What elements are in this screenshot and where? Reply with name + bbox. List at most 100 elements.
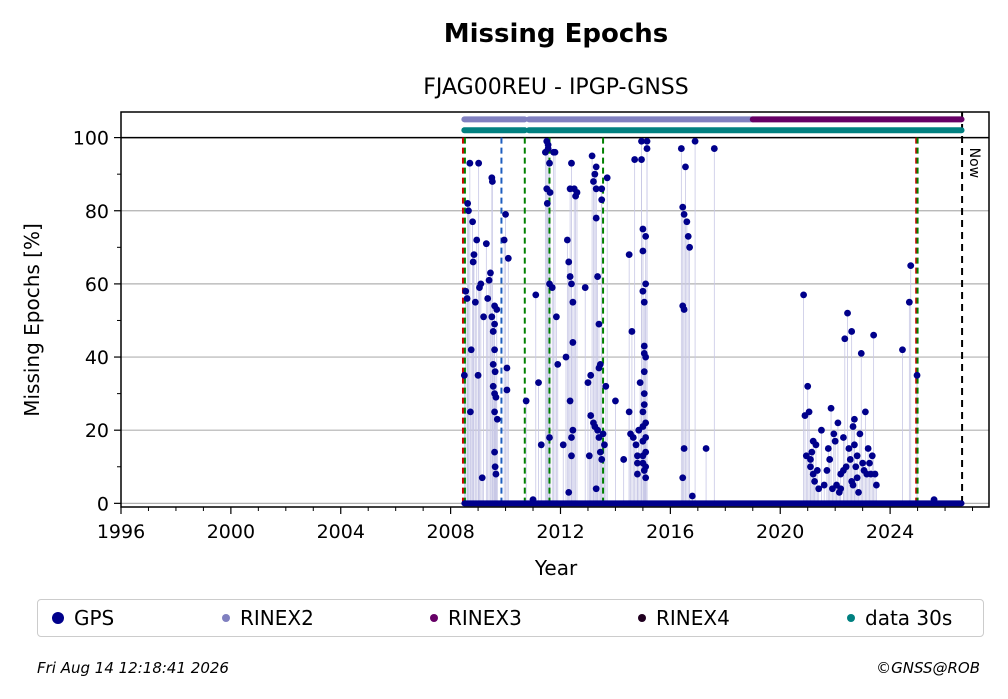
gps-point — [682, 163, 689, 171]
gps-point — [643, 137, 651, 145]
gps-point — [837, 485, 845, 493]
gps-point — [592, 214, 600, 222]
gps-point — [546, 189, 554, 196]
gps-point — [872, 481, 880, 489]
gps-point — [844, 309, 851, 317]
gps-point — [491, 448, 498, 456]
gps-point — [562, 353, 570, 361]
gps-point — [859, 459, 867, 467]
gps-point — [492, 393, 500, 401]
gps-point — [592, 485, 600, 493]
gps-point — [905, 298, 913, 306]
gps-point — [639, 225, 647, 233]
gps-point — [587, 371, 595, 379]
gps-point — [834, 419, 842, 427]
legend-label-data30s: data 30s — [865, 606, 953, 630]
gps-point — [543, 200, 551, 207]
gps-point — [686, 243, 693, 251]
gps-point — [489, 382, 497, 390]
gps-point — [826, 456, 834, 463]
gps-point — [594, 273, 601, 280]
gps-point — [800, 291, 807, 299]
gps-point — [568, 159, 575, 167]
footer-timestamp: Fri Aug 14 12:18:41 2026 — [37, 659, 229, 677]
gps-point — [841, 335, 849, 343]
y-tick-label: 20 — [85, 420, 109, 442]
gps-point — [464, 200, 472, 207]
gps-point — [462, 287, 470, 295]
gps-point — [628, 328, 636, 335]
gps-point — [559, 441, 567, 449]
gps-point — [503, 386, 511, 394]
gps-point — [639, 247, 647, 255]
gps-point — [683, 218, 691, 226]
gps-point — [851, 441, 858, 449]
gps-point — [581, 284, 589, 291]
now-label: Now — [966, 148, 982, 179]
gps-point — [640, 467, 648, 474]
gps-point — [638, 137, 645, 145]
missing-epochs-chart: Missing Epochs FJAG00REU - IPGP-GNSS Mis… — [20, 19, 990, 580]
gps-point — [866, 459, 873, 467]
gps-point — [565, 488, 573, 496]
gps-point — [598, 196, 606, 204]
gps-point — [480, 313, 487, 321]
gps-point — [573, 189, 581, 196]
y-tick-label: 0 — [97, 493, 109, 515]
gps-point — [491, 408, 498, 416]
gps-point — [602, 382, 610, 390]
gps-point — [566, 273, 574, 280]
gps-point — [845, 445, 853, 452]
legend-marker-rinex3 — [430, 614, 438, 622]
gps-point — [488, 313, 496, 321]
gps-point — [603, 174, 611, 182]
gps-point — [537, 441, 545, 449]
gps-point — [642, 353, 650, 361]
gps-point — [807, 456, 814, 463]
gps-point — [710, 145, 718, 152]
gps-point — [546, 159, 553, 167]
legend-marker-data30s — [847, 614, 855, 622]
gps-point — [913, 371, 921, 379]
legend-item-rinex2: RINEX2 — [222, 600, 314, 636]
legend-label-rinex4: RINEX4 — [656, 606, 730, 630]
gps-point — [492, 470, 500, 478]
gps-point — [849, 481, 857, 489]
gps-point — [853, 474, 861, 482]
x-tick-label: 1996 — [97, 521, 145, 543]
y-tick-label: 80 — [85, 201, 109, 223]
gps-point — [587, 412, 595, 419]
legend-item-data30s: data 30s — [847, 600, 952, 636]
gps-point — [680, 445, 688, 452]
gps-point — [636, 379, 644, 387]
footer-copyright: ©GNSS@ROB — [876, 659, 980, 677]
y-axis-label: Missing Epochs [%] — [20, 223, 44, 417]
gps-point — [469, 218, 476, 226]
gps-point — [592, 163, 600, 171]
gps-point — [830, 430, 838, 438]
gps-point — [585, 452, 593, 460]
gps-point — [569, 426, 577, 434]
gps-point — [634, 470, 641, 478]
x-tick-label: 2012 — [536, 521, 584, 543]
gps-point — [504, 254, 512, 262]
gps-point — [478, 474, 486, 482]
gps-point — [871, 470, 879, 478]
gps-point — [930, 496, 938, 504]
gps-point — [805, 408, 813, 416]
gps-point — [848, 328, 856, 335]
gps-point — [489, 328, 497, 335]
gps-point — [551, 148, 559, 156]
gps-point — [634, 452, 641, 460]
plot-frame — [120, 111, 990, 508]
gps-point — [466, 159, 474, 167]
gps-point — [640, 342, 648, 350]
gps-point — [544, 145, 552, 152]
gps-point — [612, 397, 619, 405]
gps-point — [639, 423, 647, 430]
gps-point — [631, 156, 639, 163]
gps-point — [475, 159, 483, 167]
gps-point — [488, 178, 496, 185]
gps-point — [596, 360, 604, 368]
gps-point — [548, 284, 556, 291]
